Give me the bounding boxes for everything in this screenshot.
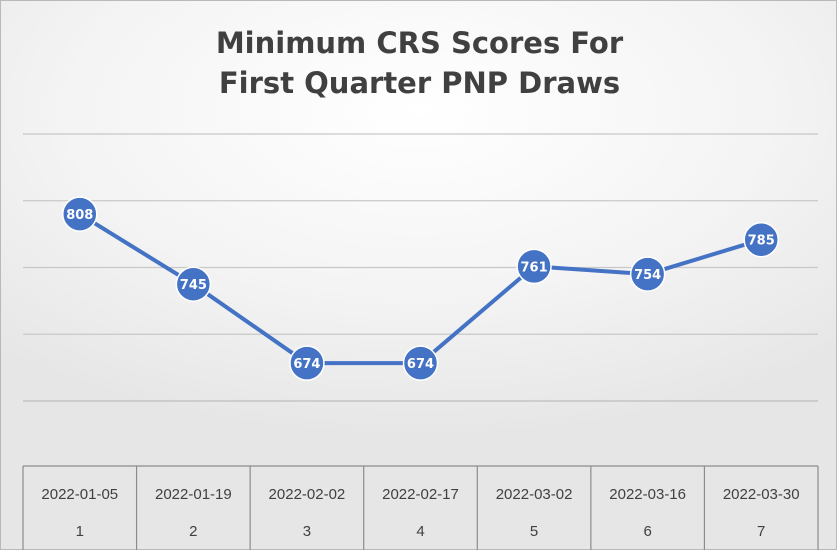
- x-tick-label: 2022-02-17: [382, 486, 459, 503]
- data-label: 761: [521, 260, 548, 275]
- data-label: 674: [407, 357, 434, 372]
- x-tick-index: 1: [76, 523, 84, 540]
- x-tick-index: 7: [757, 523, 765, 540]
- data-point: [743, 221, 779, 258]
- x-tick-label: 2022-03-02: [496, 486, 573, 503]
- x-tick-index: 5: [530, 523, 538, 540]
- data-label: 745: [180, 278, 207, 293]
- x-tick-index: 3: [303, 523, 311, 540]
- data-point: [629, 256, 666, 292]
- x-tick-label: 2022-03-16: [609, 486, 686, 503]
- x-tick-index: 6: [643, 523, 651, 540]
- chart-title: Minimum CRS Scores For First Quarter PNP…: [1, 23, 837, 103]
- x-tick-label: 2022-03-30: [723, 486, 800, 503]
- chart-title-line-1: Minimum CRS Scores For: [215, 26, 624, 60]
- x-tick-index: 4: [416, 523, 424, 540]
- x-tick-label: 2022-02-02: [269, 486, 346, 503]
- data-point: [516, 248, 552, 285]
- data-point: [62, 196, 98, 232]
- data-label: 754: [634, 268, 661, 283]
- data-label: 808: [66, 208, 93, 223]
- data-point: [289, 345, 325, 381]
- data-point: [175, 266, 212, 302]
- x-tick-index: 2: [189, 523, 197, 540]
- data-point: [402, 345, 439, 381]
- data-label: 674: [293, 357, 320, 372]
- data-label: 785: [748, 234, 775, 249]
- chart-title-line-2: First Quarter PNP Draws: [218, 66, 621, 100]
- x-tick-label: 2022-01-05: [41, 486, 118, 503]
- x-tick-label: 2022-01-19: [155, 486, 232, 503]
